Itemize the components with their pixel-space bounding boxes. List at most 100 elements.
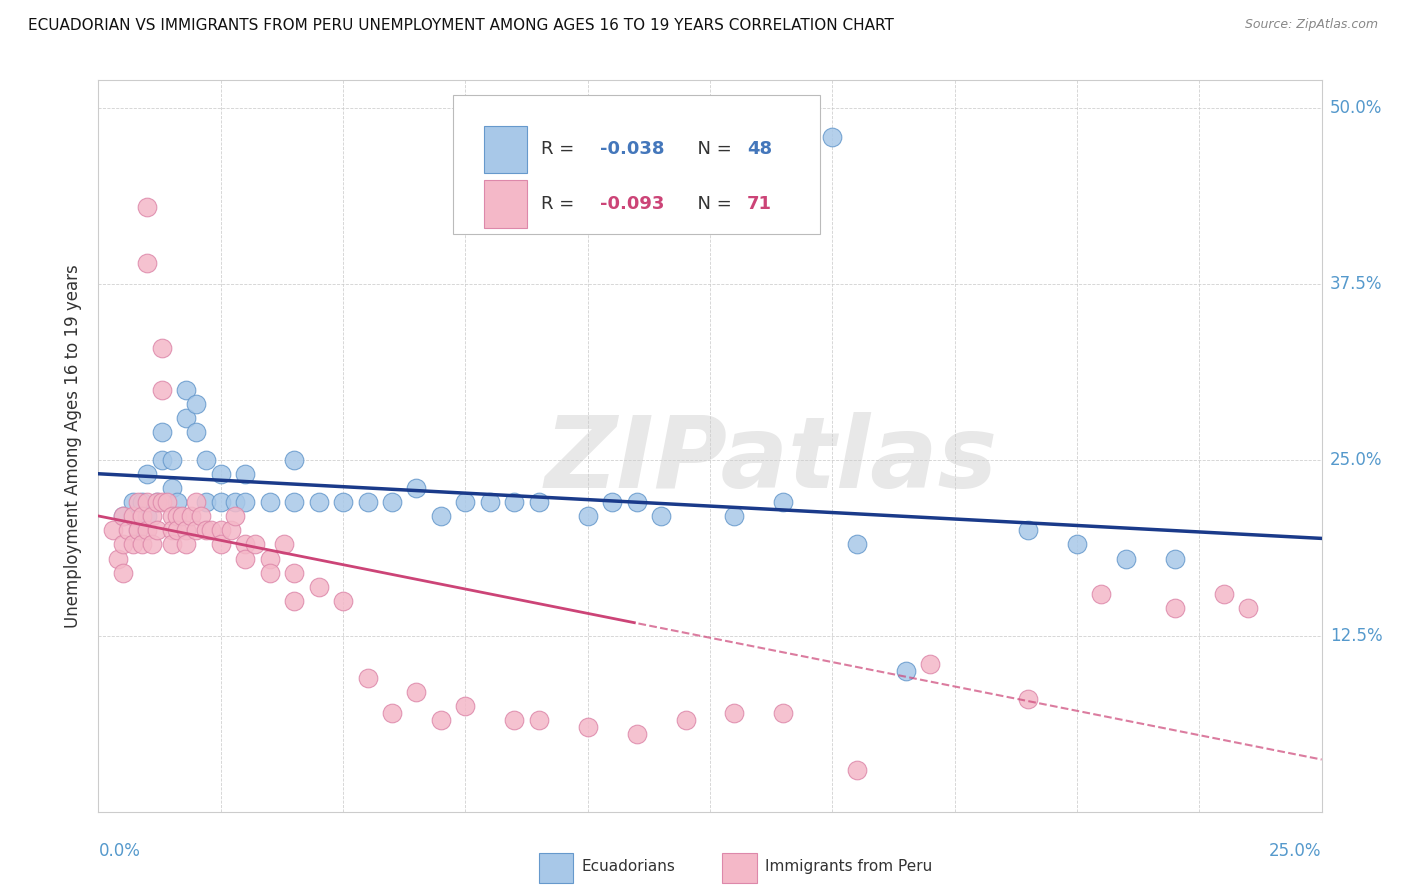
Point	[233, 495, 256, 509]
Text: N =: N =	[686, 140, 737, 159]
Point	[308, 580, 330, 594]
Point	[146, 495, 169, 509]
Point	[117, 524, 139, 538]
Point	[381, 706, 404, 721]
Point	[723, 509, 745, 524]
Point	[332, 495, 354, 509]
Point	[136, 524, 159, 538]
Point	[283, 593, 305, 607]
FancyBboxPatch shape	[723, 854, 756, 883]
Point	[101, 524, 124, 538]
Point	[136, 200, 159, 214]
Point	[176, 383, 198, 397]
Point	[176, 524, 198, 538]
Point	[233, 467, 256, 482]
Point	[209, 537, 232, 551]
Point	[200, 524, 222, 538]
Text: R =: R =	[541, 195, 581, 213]
Point	[131, 495, 153, 509]
Point	[166, 524, 188, 538]
Point	[160, 481, 183, 495]
Point	[845, 537, 868, 551]
Point	[259, 495, 281, 509]
Text: N =: N =	[686, 195, 737, 213]
Point	[166, 495, 188, 509]
Point	[111, 509, 134, 524]
Point	[332, 593, 354, 607]
Point	[259, 566, 281, 580]
Point	[772, 495, 794, 509]
Point	[111, 566, 134, 580]
Point	[845, 763, 868, 777]
Point	[675, 714, 697, 728]
Point	[136, 495, 159, 509]
Point	[1164, 600, 1187, 615]
Point	[160, 453, 183, 467]
Point	[146, 495, 169, 509]
Point	[127, 524, 149, 538]
Text: ZIPatlas: ZIPatlas	[544, 412, 998, 509]
Point	[243, 537, 266, 551]
Point	[430, 509, 453, 524]
Point	[150, 425, 173, 439]
Point	[454, 495, 477, 509]
Text: -0.038: -0.038	[600, 140, 665, 159]
Point	[224, 495, 246, 509]
Point	[136, 467, 159, 482]
FancyBboxPatch shape	[484, 180, 526, 228]
Point	[209, 495, 232, 509]
Point	[160, 537, 183, 551]
Point	[136, 256, 159, 270]
Point	[626, 727, 648, 741]
Point	[454, 699, 477, 714]
Point	[150, 453, 173, 467]
Point	[195, 495, 218, 509]
Point	[626, 495, 648, 509]
Point	[127, 495, 149, 509]
Point	[894, 664, 917, 678]
Point	[160, 524, 183, 538]
Point	[405, 685, 427, 699]
Text: -0.093: -0.093	[600, 195, 664, 213]
Point	[121, 509, 143, 524]
Point	[127, 524, 149, 538]
Point	[219, 524, 242, 538]
Text: 71: 71	[747, 195, 772, 213]
Point	[107, 551, 129, 566]
Point	[150, 341, 173, 355]
Text: R =: R =	[541, 140, 581, 159]
Point	[1017, 692, 1039, 706]
Point	[1017, 524, 1039, 538]
Point	[186, 425, 208, 439]
Point	[233, 551, 256, 566]
Point	[195, 453, 218, 467]
Point	[111, 537, 134, 551]
Point	[920, 657, 942, 671]
Point	[405, 481, 427, 495]
Point	[186, 397, 208, 411]
Text: 25.0%: 25.0%	[1270, 842, 1322, 860]
Point	[381, 495, 404, 509]
Point	[150, 495, 173, 509]
Point	[186, 524, 208, 538]
Point	[146, 524, 169, 538]
Point	[356, 671, 378, 685]
Point	[259, 551, 281, 566]
Point	[209, 467, 232, 482]
Point	[121, 495, 143, 509]
Point	[527, 495, 550, 509]
Point	[600, 495, 623, 509]
Point	[283, 453, 305, 467]
Point	[136, 509, 159, 524]
Y-axis label: Unemployment Among Ages 16 to 19 years: Unemployment Among Ages 16 to 19 years	[65, 264, 83, 628]
Point	[723, 706, 745, 721]
Point	[283, 495, 305, 509]
Point	[180, 509, 202, 524]
Point	[121, 537, 143, 551]
Point	[283, 566, 305, 580]
Point	[650, 509, 672, 524]
Text: Ecuadorians: Ecuadorians	[582, 859, 675, 874]
Point	[131, 509, 153, 524]
FancyBboxPatch shape	[538, 854, 574, 883]
Point	[308, 495, 330, 509]
